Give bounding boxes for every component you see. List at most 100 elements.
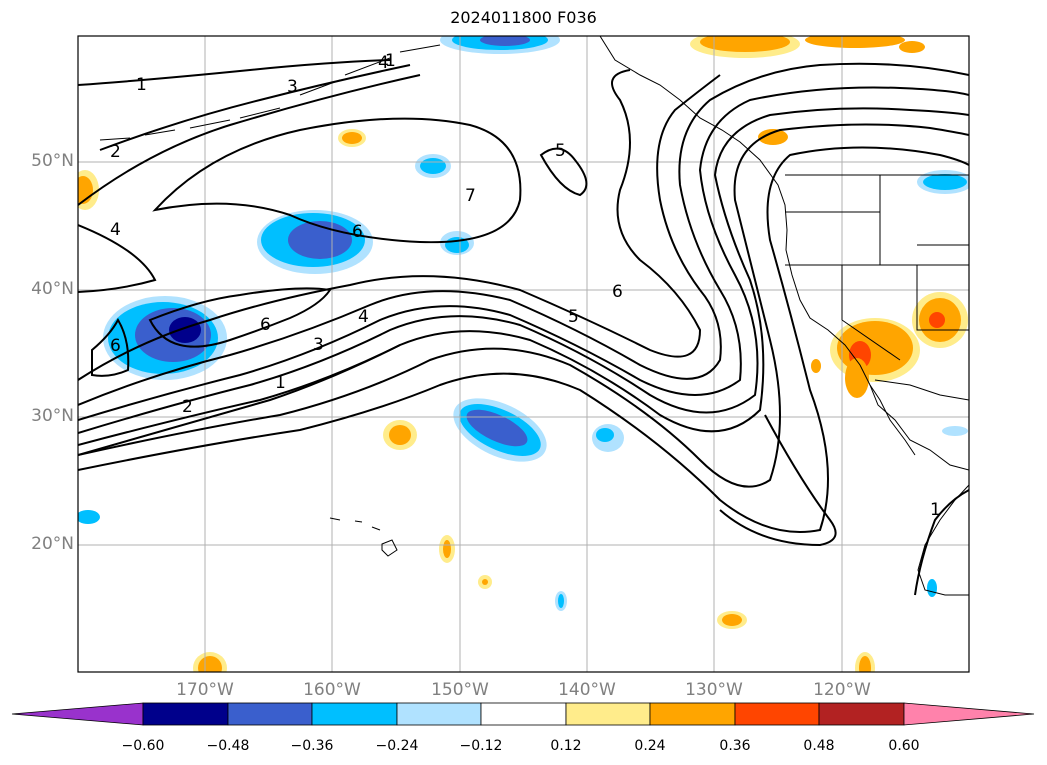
lat-label: 30°N xyxy=(31,406,74,426)
pos-anomaly-blob xyxy=(811,359,821,373)
hawaii-islands xyxy=(329,517,398,557)
pos-anomaly-blob xyxy=(389,425,411,445)
neg-anomaly-blob xyxy=(169,317,201,343)
contour-line xyxy=(78,74,722,406)
pos-anomaly-blob xyxy=(198,656,222,672)
aleutian-islands xyxy=(99,44,441,141)
pos-anomaly-blob xyxy=(805,36,905,48)
contour-line xyxy=(78,69,702,381)
lon-label: 160°W xyxy=(303,680,361,700)
contour-line xyxy=(99,64,411,151)
pos-anomaly-blob xyxy=(758,129,788,145)
map-title: 2024011800 F036 xyxy=(450,8,597,27)
contour-label: 6 xyxy=(260,315,271,335)
contour-label: 6 xyxy=(110,336,121,356)
contour-line xyxy=(78,344,401,456)
colorbar-segment xyxy=(311,702,398,726)
lon-label: 130°W xyxy=(685,680,743,700)
contour-label: 4 xyxy=(378,53,389,73)
colorbar-tick-label: −0.24 xyxy=(375,738,419,754)
lat-label: 40°N xyxy=(31,279,74,299)
contour-line xyxy=(78,123,969,488)
colorbar-segment xyxy=(734,702,820,726)
contour-line xyxy=(152,117,522,244)
contour-line xyxy=(78,62,969,421)
colorbar-tick-label: 0.24 xyxy=(634,738,666,754)
colorbar-segment xyxy=(818,702,905,726)
contour-label: 1 xyxy=(275,373,286,393)
contour-label: 5 xyxy=(568,307,579,327)
colorbar-segment xyxy=(396,702,482,726)
map-frame xyxy=(77,35,970,673)
contour-line xyxy=(148,287,332,348)
contours xyxy=(78,59,969,596)
neg-anomaly-blob xyxy=(596,428,614,442)
contour-label: 1 xyxy=(930,500,941,520)
contour-line xyxy=(78,86,969,434)
contour-label: 6 xyxy=(612,282,623,302)
pos-anomaly-blob xyxy=(722,614,742,626)
colorbar-tick-label: −0.12 xyxy=(459,738,503,754)
colorbar-tick-label: −0.48 xyxy=(206,738,250,754)
contour-labels: 1 1 1 1 2 2 3 3 4 4 4 5 5 6 6 6 6 7 xyxy=(110,51,941,520)
baja-coast xyxy=(869,384,969,471)
coastlines xyxy=(99,36,969,596)
colorbar-tick-label: −0.60 xyxy=(121,738,165,754)
contour-line xyxy=(91,317,130,377)
pos-anomaly-blob xyxy=(342,132,362,144)
contour-label: 1 xyxy=(136,75,147,95)
colorbar-segment xyxy=(480,702,567,726)
contour-line xyxy=(914,489,969,596)
contour-line xyxy=(78,74,421,206)
neg-anomaly-blob xyxy=(466,409,528,447)
contour-label: 2 xyxy=(110,142,121,162)
colorbar-tick-label: 0.36 xyxy=(719,738,751,754)
neg-anomaly-blob xyxy=(480,36,530,46)
pos-anomaly-blob xyxy=(845,358,869,398)
pos-anomaly-blob xyxy=(482,579,488,585)
contour-label: 4 xyxy=(110,220,121,240)
colorbar xyxy=(11,702,1035,726)
neg-anomaly-blob xyxy=(942,426,968,436)
pos-anomaly-blob xyxy=(78,176,93,204)
neg-anomaly-blob xyxy=(420,158,446,174)
contour-label: 4 xyxy=(358,307,369,327)
contour-line xyxy=(78,59,391,86)
contour-line xyxy=(78,224,157,293)
contour-label: 3 xyxy=(287,77,298,97)
pos-anomaly-blob xyxy=(929,312,945,328)
north-america-coast xyxy=(599,36,916,456)
neg-anomaly-blob xyxy=(923,174,967,190)
contour-line xyxy=(539,147,588,197)
contour-line xyxy=(719,414,837,547)
state-border xyxy=(785,175,969,361)
contour-line xyxy=(78,146,969,533)
colorbar-extend-low xyxy=(11,702,144,726)
neg-anomaly-blob xyxy=(558,594,564,608)
mexico-west-coast xyxy=(917,484,969,596)
contour-label: 6 xyxy=(352,222,363,242)
contour-line xyxy=(78,107,969,446)
colorbar-segment xyxy=(227,702,313,726)
lon-label: 170°W xyxy=(176,680,234,700)
colorbar-tick-label: 0.12 xyxy=(550,738,582,754)
colorbar-segment xyxy=(142,702,229,726)
lat-label: 20°N xyxy=(31,534,74,554)
contour-label: 7 xyxy=(465,186,476,206)
contour-label: 1 xyxy=(385,51,396,71)
colorbar-tick-label: 0.48 xyxy=(803,738,835,754)
colorbar-extend-high xyxy=(903,702,1035,726)
us-mexico-border xyxy=(874,379,969,401)
neg-anomaly-blob xyxy=(927,579,937,597)
graticule xyxy=(78,36,969,672)
pos-anomaly-blob xyxy=(443,540,451,558)
contour-label: 3 xyxy=(313,335,324,355)
colorbar-segment xyxy=(565,702,651,726)
neg-anomaly-blob xyxy=(78,510,100,524)
contour-label: 2 xyxy=(182,397,193,417)
colorbar-tick-label: −0.36 xyxy=(290,738,334,754)
pos-anomaly-blob xyxy=(859,656,871,672)
colorbar-segment xyxy=(649,702,736,726)
pos-anomaly-blob xyxy=(899,41,925,53)
